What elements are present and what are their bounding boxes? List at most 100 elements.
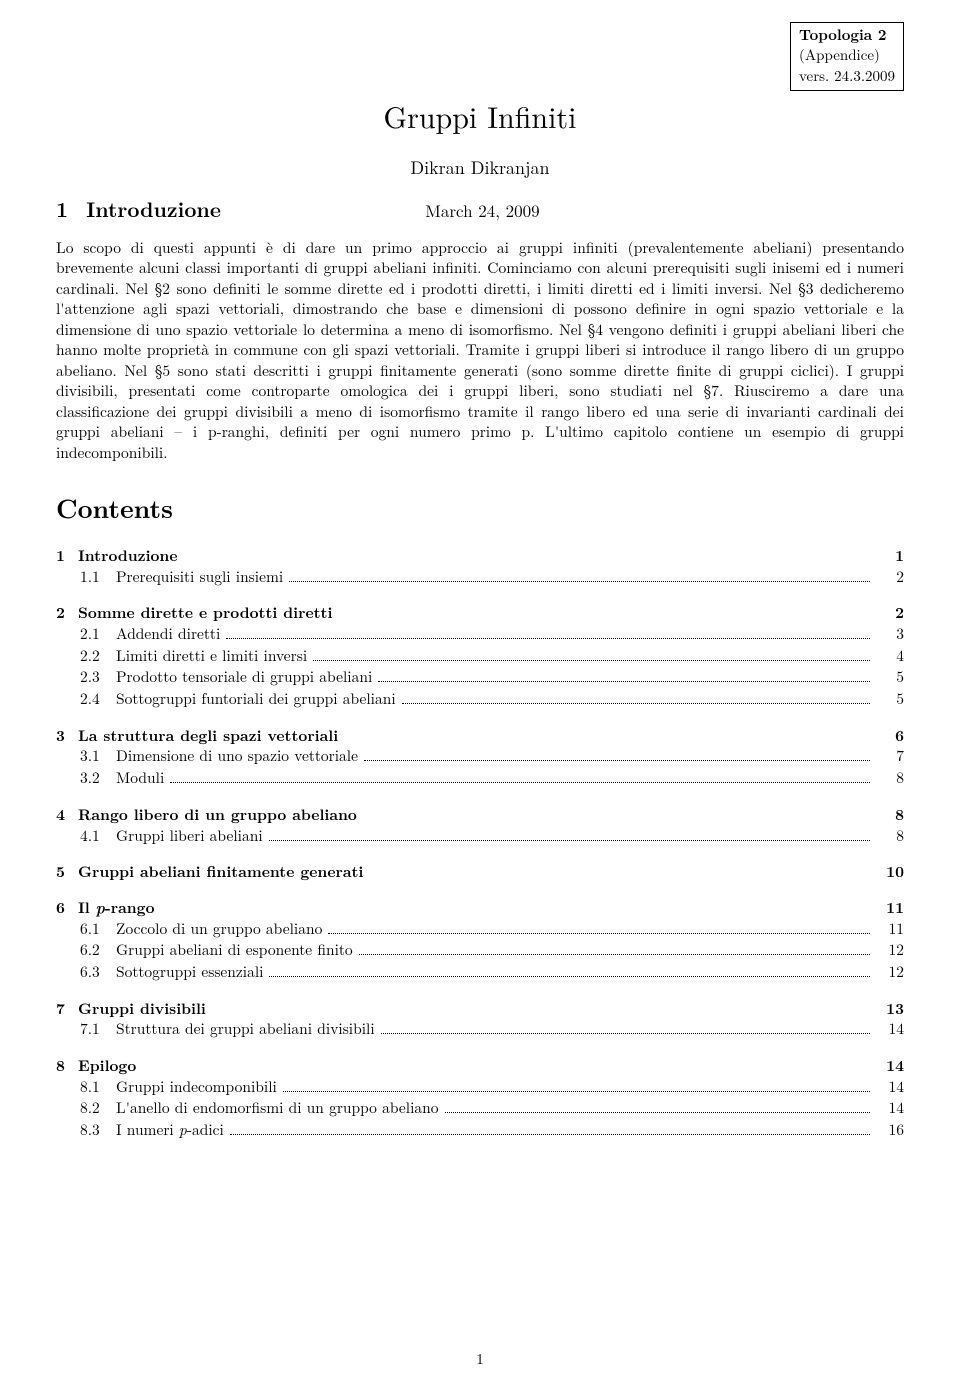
toc-subsection-title: Zoccolo di un gruppo abeliano (116, 918, 322, 940)
toc-section: 3La struttura degli spazi vettoriali 6 (56, 724, 904, 746)
toc-section-num: 5 (56, 860, 78, 882)
toc-subsection-title: Addendi diretti (116, 623, 220, 645)
toc-subsection-page: 12 (874, 939, 904, 961)
toc-section-num: 8 (56, 1054, 78, 1076)
toc-subsection-num: 3.1 (80, 745, 116, 767)
toc-subsection-num: 2.2 (80, 645, 116, 667)
toc-subsection-title: I numeri p-adici (116, 1119, 224, 1141)
page: Topologia 2 (Appendice) vers. 24.3.2009 … (0, 0, 960, 1399)
toc-subsection: 6.3Sottogruppi essenziali 12 (56, 961, 904, 983)
toc-subsection-num: 2.1 (80, 623, 116, 645)
toc-subsection-page: 8 (874, 767, 904, 789)
toc-subsection-num: 7.1 (80, 1018, 116, 1040)
toc-subsection: 3.2Moduli 8 (56, 767, 904, 789)
toc-section: 8Epilogo14 (56, 1054, 904, 1076)
toc-subsection-page: 16 (874, 1119, 904, 1141)
header-line-3: vers. 24.3.2009 (799, 66, 895, 86)
toc-subsection-title: Gruppi indecomponibili (116, 1076, 277, 1098)
document-author: Dikran Dikranjan (56, 155, 904, 180)
toc-subsection: 6.2Gruppi abeliani di esponente finito 12 (56, 939, 904, 961)
toc-section-page: 1 (874, 544, 904, 566)
toc-section-title: Rango libero di un gruppo abeliano (78, 803, 357, 825)
toc-subsection-title: Dimensione di uno spazio vettoriale (116, 745, 358, 767)
toc-section-page: 11 (874, 896, 904, 918)
toc-subsection-page: 4 (874, 645, 904, 667)
toc-subsection-num: 4.1 (80, 825, 116, 847)
toc-subsection: 2.2Limiti diretti e limiti inversi 4 (56, 645, 904, 667)
toc-section-title: Introduzione (78, 544, 178, 566)
toc-subsection-num: 6.3 (80, 961, 116, 983)
toc-section-num: 4 (56, 803, 78, 825)
toc-section: 7Gruppi divisibili 13 (56, 997, 904, 1019)
toc-subsection: 8.3I numeri p-adici 16 (56, 1119, 904, 1141)
header-box: Topologia 2 (Appendice) vers. 24.3.2009 (790, 22, 904, 91)
toc-section: 4Rango libero di un gruppo abeliano 8 (56, 803, 904, 825)
toc-section-page: 6 (874, 724, 904, 746)
toc-subsection-num: 2.3 (80, 666, 116, 688)
document-title: Gruppi Infiniti (56, 94, 904, 137)
toc-section-page: 13 (874, 997, 904, 1019)
toc-section-page: 10 (874, 860, 904, 882)
toc-subsection-page: 12 (874, 961, 904, 983)
toc-section-title: La struttura degli spazi vettoriali (78, 724, 338, 746)
toc-subsection-title: Gruppi liberi abeliani (116, 825, 263, 847)
toc-subsection-num: 1.1 (80, 566, 116, 588)
toc-section: 5Gruppi abeliani finitamente generati 10 (56, 860, 904, 882)
page-number: 1 (0, 1348, 960, 1369)
toc-subsection-num: 8.1 (80, 1076, 116, 1098)
toc-subsection-num: 8.3 (80, 1119, 116, 1141)
toc-section-page: 2 (874, 601, 904, 623)
toc-subsection-page: 3 (874, 623, 904, 645)
toc-section: 1Introduzione1 (56, 544, 904, 566)
toc-subsection: 3.1Dimensione di uno spazio vettoriale 7 (56, 745, 904, 767)
toc-section-title: Il p-rango (78, 896, 155, 918)
toc-subsection-title: Sottogruppi essenziali (116, 961, 263, 983)
toc-subsection: 1.1Prerequisiti sugli insiemi 2 (56, 566, 904, 588)
document-date: March 24, 2009 (61, 198, 904, 222)
toc-subsection-page: 14 (874, 1097, 904, 1119)
toc-section-page: 8 (874, 803, 904, 825)
toc-subsection-page: 5 (874, 666, 904, 688)
toc-subsection: 8.2L'anello di endomorfismi di un gruppo… (56, 1097, 904, 1119)
toc-section-num: 7 (56, 997, 78, 1019)
toc-section: 2Somme dirette e prodotti diretti2 (56, 601, 904, 623)
toc-subsection-title: Prerequisiti sugli insiemi (116, 566, 283, 588)
toc-subsection-page: 8 (874, 825, 904, 847)
toc-subsection-num: 3.2 (80, 767, 116, 789)
toc-subsection-page: 2 (874, 566, 904, 588)
toc-section-title: Gruppi divisibili (78, 997, 206, 1019)
toc-subsection-title: L'anello di endomorfismi di un gruppo ab… (116, 1097, 439, 1119)
toc-section: 6Il p-rango 11 (56, 896, 904, 918)
toc-section-title: Epilogo (78, 1054, 136, 1076)
toc-subsection-title: Gruppi abeliani di esponente finito (116, 939, 353, 961)
toc-subsection-num: 6.1 (80, 918, 116, 940)
toc-subsection: 4.1Gruppi liberi abeliani 8 (56, 825, 904, 847)
toc-subsection: 8.1Gruppi indecomponibili 14 (56, 1076, 904, 1098)
toc-subsection-num: 2.4 (80, 688, 116, 710)
toc-section-title: Somme dirette e prodotti diretti (78, 601, 332, 623)
toc-subsection-page: 14 (874, 1018, 904, 1040)
toc-subsection-page: 7 (874, 745, 904, 767)
toc-subsection: 7.1Struttura dei gruppi abeliani divisib… (56, 1018, 904, 1040)
toc-subsection-title: Moduli (116, 767, 164, 789)
toc-subsection-page: 11 (874, 918, 904, 940)
intro-paragraph: Lo scopo di questi appunti è di dare un … (56, 238, 904, 463)
toc-subsection-title: Limiti diretti e limiti inversi (116, 645, 307, 667)
header-line-1: Topologia 2 (799, 25, 895, 45)
toc-subsection: 2.4Sottogruppi funtoriali dei gruppi abe… (56, 688, 904, 710)
toc-subsection-num: 6.2 (80, 939, 116, 961)
contents-heading: Contents (56, 489, 904, 526)
header-line-2: (Appendice) (799, 45, 895, 65)
toc-subsection-title: Struttura dei gruppi abeliani divisibili (116, 1018, 375, 1040)
toc-section-num: 3 (56, 724, 78, 746)
toc-subsection-title: Sottogruppi funtoriali dei gruppi abelia… (116, 688, 396, 710)
toc-section-num: 1 (56, 544, 78, 566)
toc-subsection-page: 14 (874, 1076, 904, 1098)
toc-section-title: Gruppi abeliani finitamente generati (78, 860, 363, 882)
table-of-contents: 1Introduzione11.1Prerequisiti sugli insi… (56, 544, 904, 1141)
toc-subsection: 2.1Addendi diretti 3 (56, 623, 904, 645)
toc-subsection: 2.3Prodotto tensoriale di gruppi abelian… (56, 666, 904, 688)
toc-section-num: 6 (56, 896, 78, 918)
toc-subsection: 6.1Zoccolo di un gruppo abeliano 11 (56, 918, 904, 940)
toc-subsection-num: 8.2 (80, 1097, 116, 1119)
